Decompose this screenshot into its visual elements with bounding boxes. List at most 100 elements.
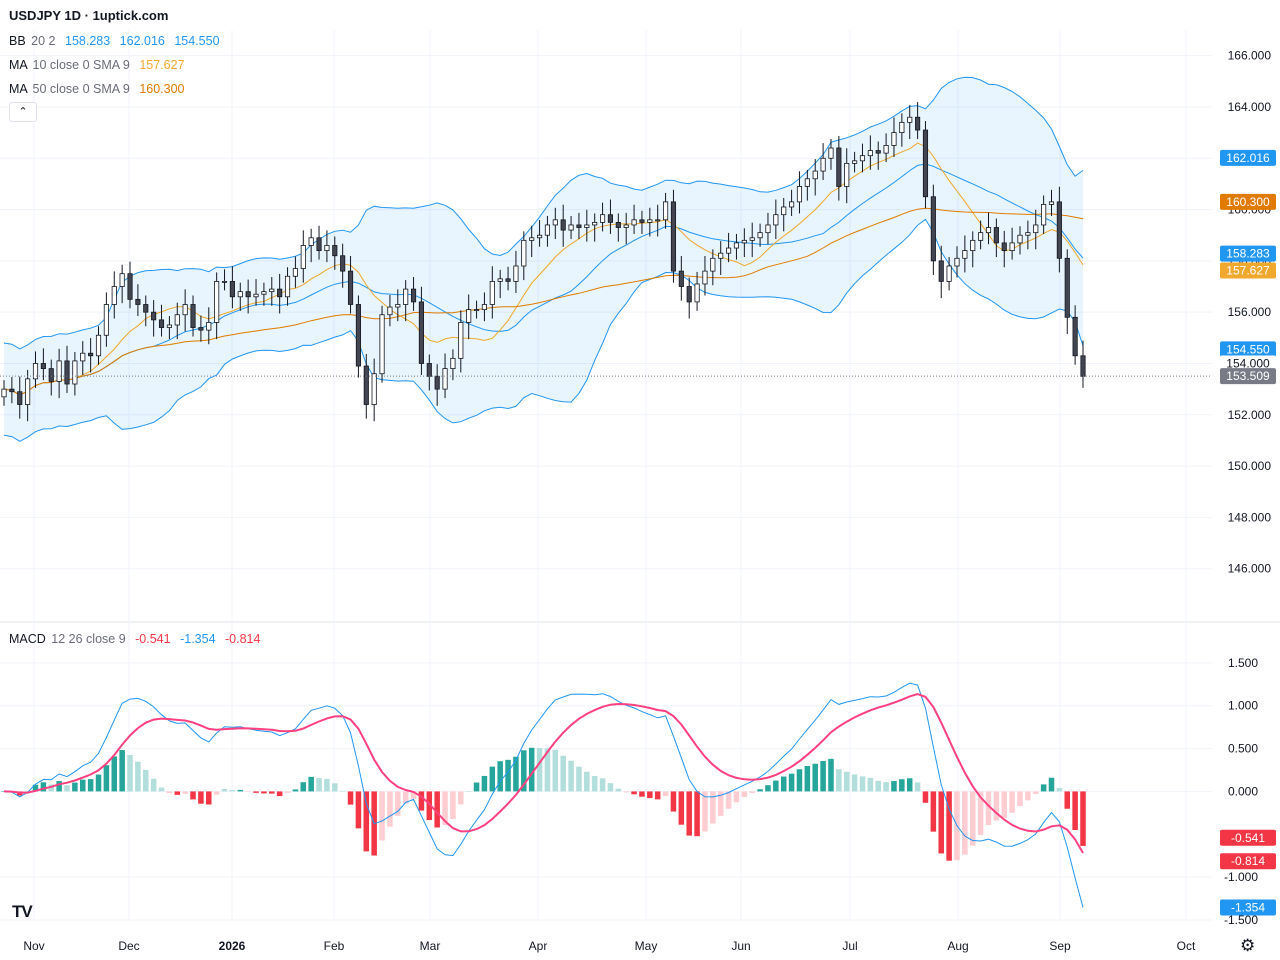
candle-body[interactable] bbox=[497, 278, 503, 282]
candle-body[interactable] bbox=[726, 247, 732, 254]
candle-body[interactable] bbox=[143, 304, 149, 313]
candle-body[interactable] bbox=[946, 265, 952, 282]
candle-body[interactable] bbox=[316, 237, 322, 252]
candle-body[interactable] bbox=[678, 270, 684, 287]
candle-body[interactable] bbox=[1017, 234, 1023, 244]
candle-body[interactable] bbox=[639, 219, 645, 223]
candle-body[interactable] bbox=[17, 391, 23, 405]
candle-body[interactable] bbox=[450, 357, 456, 370]
candle-body[interactable] bbox=[229, 280, 235, 298]
candle-body[interactable] bbox=[466, 309, 472, 323]
candle-body[interactable] bbox=[324, 245, 330, 252]
candle-body[interactable] bbox=[670, 201, 677, 272]
candle-body[interactable] bbox=[387, 306, 393, 316]
candle-body[interactable] bbox=[292, 268, 298, 277]
candle-body[interactable] bbox=[64, 360, 70, 385]
candle-body[interactable] bbox=[859, 155, 866, 162]
candle-body[interactable] bbox=[1025, 232, 1031, 236]
candle-body[interactable] bbox=[95, 334, 102, 357]
candle-body[interactable] bbox=[269, 288, 275, 293]
candle-body[interactable] bbox=[253, 293, 259, 298]
candle-body[interactable] bbox=[718, 252, 724, 259]
candle-body[interactable] bbox=[584, 224, 590, 228]
candle-body[interactable] bbox=[174, 314, 180, 326]
candle-body[interactable] bbox=[190, 304, 196, 328]
candle-body[interactable] bbox=[1033, 224, 1039, 234]
candle-body[interactable] bbox=[765, 224, 771, 234]
candle-body[interactable] bbox=[198, 327, 204, 331]
candle-body[interactable] bbox=[607, 214, 614, 223]
candle-body[interactable] bbox=[1080, 355, 1086, 377]
candle-body[interactable] bbox=[88, 352, 94, 357]
candle-body[interactable] bbox=[804, 178, 810, 187]
candle-body[interactable] bbox=[308, 237, 314, 246]
candle-body[interactable] bbox=[907, 116, 913, 123]
candle-body[interactable] bbox=[757, 232, 763, 239]
macd-legend[interactable]: MACD 12 26 close 9 -0.541 -1.354 -0.814 bbox=[9, 632, 260, 646]
candle-body[interactable] bbox=[458, 322, 464, 359]
candle-body[interactable] bbox=[529, 237, 535, 241]
candle-body[interactable] bbox=[922, 129, 929, 198]
candle-body[interactable] bbox=[1, 388, 7, 398]
candle-body[interactable] bbox=[300, 245, 306, 269]
candle-body[interactable] bbox=[32, 363, 39, 380]
candle-body[interactable] bbox=[985, 227, 992, 234]
candle-body[interactable] bbox=[655, 219, 661, 222]
candle-body[interactable] bbox=[403, 288, 409, 305]
candle-body[interactable] bbox=[867, 150, 873, 157]
candle-body[interactable] bbox=[371, 373, 377, 405]
candle-body[interactable] bbox=[237, 291, 243, 298]
candle-body[interactable] bbox=[395, 304, 401, 308]
ma50-legend[interactable]: MA 50 close 0 SMA 9 160.300 bbox=[9, 82, 185, 96]
candle-body[interactable] bbox=[710, 257, 716, 272]
candle-body[interactable] bbox=[1064, 257, 1070, 318]
candle-body[interactable] bbox=[214, 280, 220, 323]
candle-body[interactable] bbox=[340, 255, 346, 272]
candle-body[interactable] bbox=[434, 375, 440, 390]
candle-body[interactable] bbox=[119, 273, 125, 287]
candle-body[interactable] bbox=[80, 352, 86, 362]
candle-body[interactable] bbox=[151, 311, 157, 321]
candle-body[interactable] bbox=[410, 288, 417, 303]
candle-body[interactable] bbox=[828, 147, 834, 159]
candle-body[interactable] bbox=[505, 278, 511, 282]
candle-body[interactable] bbox=[347, 270, 354, 305]
candle-body[interactable] bbox=[812, 170, 818, 180]
candle-body[interactable] bbox=[135, 298, 141, 305]
candle-body[interactable] bbox=[631, 219, 637, 226]
bb-legend[interactable]: BB 20 2 158.283 162.016 154.550 bbox=[9, 34, 220, 48]
candle-body[interactable] bbox=[694, 283, 700, 303]
gear-icon[interactable]: ⚙ bbox=[1240, 936, 1256, 955]
candle-body[interactable] bbox=[836, 147, 842, 187]
candle-body[interactable] bbox=[663, 201, 669, 221]
candle-body[interactable] bbox=[560, 219, 566, 231]
candle-body[interactable] bbox=[568, 224, 574, 231]
candle-body[interactable] bbox=[473, 309, 480, 312]
candle-body[interactable] bbox=[1009, 242, 1015, 252]
candle-body[interactable] bbox=[261, 291, 267, 295]
candle-body[interactable] bbox=[789, 201, 795, 208]
candle-body[interactable] bbox=[1072, 316, 1078, 357]
candle-body[interactable] bbox=[481, 304, 487, 311]
candle-body[interactable] bbox=[576, 224, 582, 228]
candle-body[interactable] bbox=[820, 157, 826, 172]
candle-body[interactable] bbox=[521, 239, 527, 267]
candle-body[interactable] bbox=[552, 219, 558, 226]
candle-body[interactable] bbox=[600, 214, 606, 223]
candle-body[interactable] bbox=[284, 275, 291, 298]
candle-body[interactable] bbox=[883, 145, 889, 154]
candle-body[interactable] bbox=[773, 214, 779, 226]
candle-body[interactable] bbox=[875, 150, 881, 154]
candle-body[interactable] bbox=[741, 239, 747, 244]
candle-body[interactable] bbox=[56, 360, 62, 382]
candle-body[interactable] bbox=[1041, 204, 1047, 226]
candle-body[interactable] bbox=[166, 324, 172, 328]
candle-body[interactable] bbox=[25, 378, 31, 405]
candle-body[interactable] bbox=[899, 121, 905, 134]
candle-body[interactable] bbox=[127, 273, 133, 300]
candle-body[interactable] bbox=[426, 363, 432, 377]
candle-body[interactable] bbox=[702, 270, 708, 285]
candle-body[interactable] bbox=[1056, 201, 1062, 259]
candle-body[interactable] bbox=[332, 245, 338, 257]
